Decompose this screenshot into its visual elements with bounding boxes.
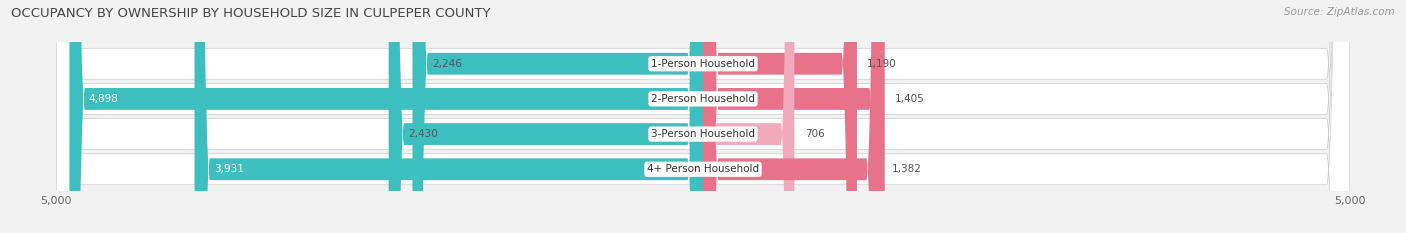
FancyBboxPatch shape bbox=[56, 0, 1350, 233]
Text: 4,898: 4,898 bbox=[89, 94, 118, 104]
FancyBboxPatch shape bbox=[412, 0, 703, 233]
Text: 1,382: 1,382 bbox=[893, 164, 922, 174]
FancyBboxPatch shape bbox=[703, 0, 882, 233]
FancyBboxPatch shape bbox=[56, 0, 1350, 233]
FancyBboxPatch shape bbox=[703, 0, 884, 233]
FancyBboxPatch shape bbox=[703, 0, 856, 233]
Text: 706: 706 bbox=[804, 129, 824, 139]
FancyBboxPatch shape bbox=[56, 0, 1350, 233]
FancyBboxPatch shape bbox=[388, 0, 703, 233]
FancyBboxPatch shape bbox=[56, 0, 1350, 233]
Text: 1,190: 1,190 bbox=[868, 59, 897, 69]
Text: Source: ZipAtlas.com: Source: ZipAtlas.com bbox=[1284, 7, 1395, 17]
Text: 2-Person Household: 2-Person Household bbox=[651, 94, 755, 104]
Text: 3,931: 3,931 bbox=[214, 164, 243, 174]
Text: 1-Person Household: 1-Person Household bbox=[651, 59, 755, 69]
Text: 1,405: 1,405 bbox=[896, 94, 925, 104]
Text: 2,430: 2,430 bbox=[408, 129, 437, 139]
FancyBboxPatch shape bbox=[69, 0, 703, 233]
FancyBboxPatch shape bbox=[194, 0, 703, 233]
Text: 3-Person Household: 3-Person Household bbox=[651, 129, 755, 139]
Text: OCCUPANCY BY OWNERSHIP BY HOUSEHOLD SIZE IN CULPEPER COUNTY: OCCUPANCY BY OWNERSHIP BY HOUSEHOLD SIZE… bbox=[11, 7, 491, 20]
Text: 2,246: 2,246 bbox=[432, 59, 461, 69]
FancyBboxPatch shape bbox=[703, 0, 794, 233]
Text: 4+ Person Household: 4+ Person Household bbox=[647, 164, 759, 174]
